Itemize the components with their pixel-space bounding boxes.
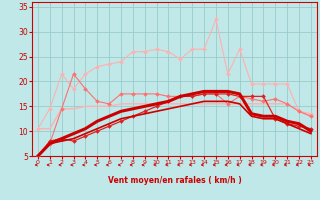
- X-axis label: Vent moyen/en rafales ( km/h ): Vent moyen/en rafales ( km/h ): [108, 176, 241, 185]
